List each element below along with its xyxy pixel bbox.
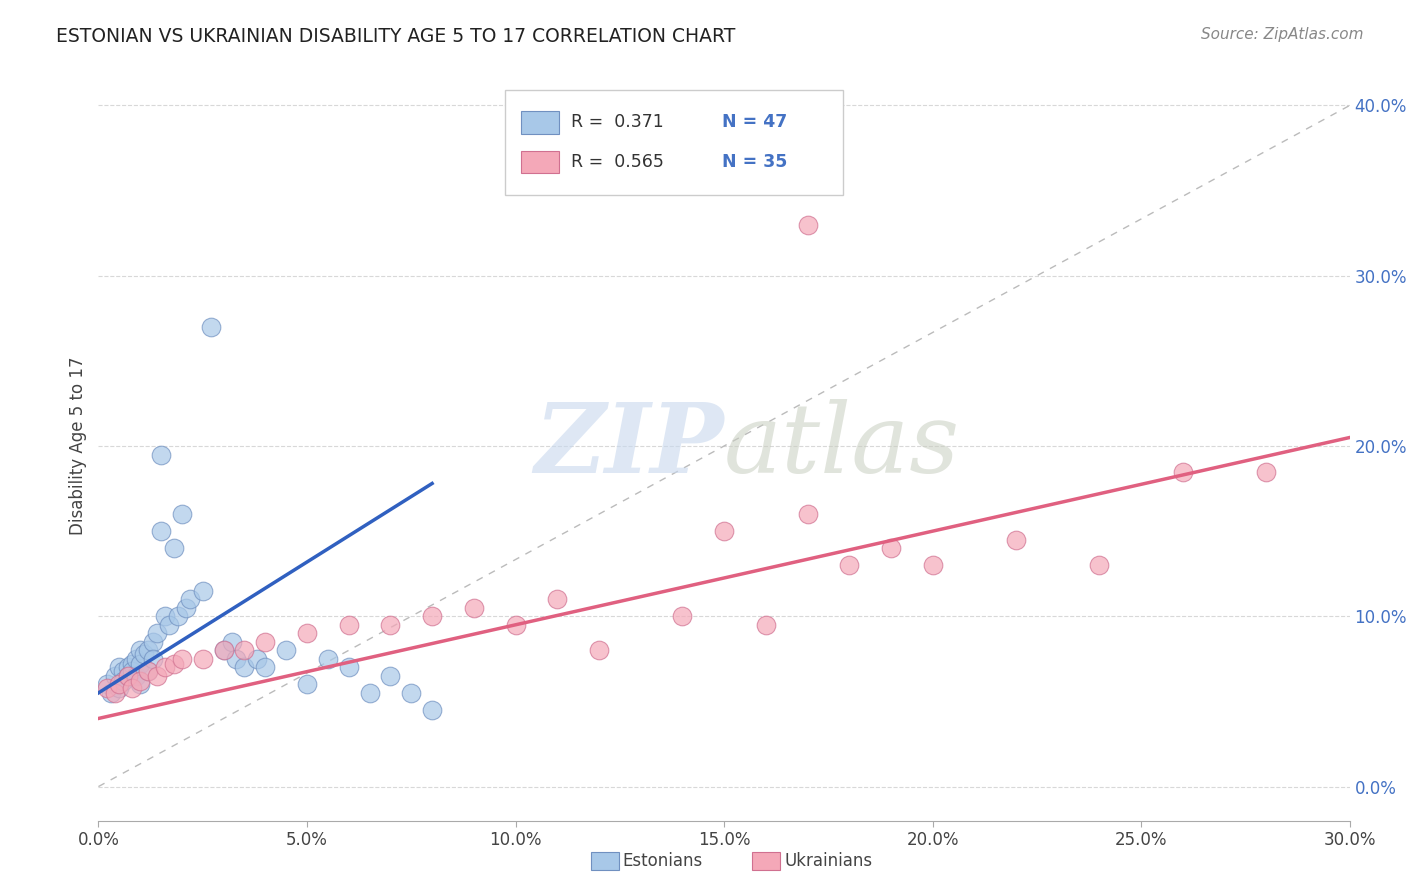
Point: [233, 643, 256, 657]
Point: [108, 681, 131, 695]
Point: [179, 592, 201, 607]
Point: [121, 657, 143, 671]
Point: [225, 652, 247, 666]
Point: [295, 677, 318, 691]
Text: N = 35: N = 35: [721, 153, 787, 171]
Point: [337, 617, 360, 632]
Text: R =  0.371: R = 0.371: [571, 113, 664, 131]
Point: [100, 686, 122, 700]
Point: [546, 592, 568, 607]
Point: [166, 609, 188, 624]
Point: [96, 677, 118, 691]
Point: [401, 686, 423, 700]
Point: [1256, 465, 1278, 479]
Text: ZIP: ZIP: [534, 399, 724, 493]
Point: [713, 524, 735, 538]
Point: [755, 617, 778, 632]
Point: [212, 643, 235, 657]
Point: [125, 652, 148, 666]
Text: Source: ZipAtlas.com: Source: ZipAtlas.com: [1201, 27, 1364, 42]
Point: [921, 558, 943, 573]
Point: [162, 541, 184, 556]
Point: [108, 660, 131, 674]
Point: [274, 643, 298, 657]
Point: [463, 600, 485, 615]
Point: [221, 635, 243, 649]
Point: [380, 617, 402, 632]
Y-axis label: Disability Age 5 to 17: Disability Age 5 to 17: [69, 357, 87, 535]
Point: [146, 626, 169, 640]
Point: [671, 609, 693, 624]
Point: [138, 664, 160, 678]
Point: [129, 643, 152, 657]
Point: [170, 652, 193, 666]
Point: [157, 617, 180, 632]
Point: [150, 524, 173, 538]
Point: [121, 681, 143, 695]
Text: Estonians: Estonians: [623, 852, 703, 870]
Point: [150, 448, 173, 462]
Point: [246, 652, 269, 666]
Point: [138, 664, 160, 678]
Point: [233, 660, 256, 674]
Point: [162, 657, 184, 671]
Point: [880, 541, 903, 556]
Text: atlas: atlas: [724, 399, 960, 493]
Point: [254, 635, 277, 649]
Text: N = 47: N = 47: [721, 113, 787, 131]
Point: [174, 600, 197, 615]
Point: [170, 507, 193, 521]
Point: [153, 660, 176, 674]
Point: [295, 626, 318, 640]
Point: [117, 669, 139, 683]
Point: [134, 647, 156, 661]
Point: [505, 617, 527, 632]
Point: [112, 673, 135, 688]
Text: R =  0.565: R = 0.565: [571, 153, 664, 171]
Point: [104, 686, 127, 700]
Point: [380, 669, 402, 683]
Point: [838, 558, 860, 573]
Point: [200, 319, 222, 334]
Point: [191, 583, 214, 598]
Point: [125, 669, 148, 683]
Point: [153, 609, 176, 624]
Point: [212, 643, 235, 657]
Point: [129, 677, 152, 691]
Point: [117, 669, 139, 683]
FancyBboxPatch shape: [522, 112, 560, 134]
FancyBboxPatch shape: [522, 151, 560, 173]
Point: [129, 673, 152, 688]
FancyBboxPatch shape: [505, 90, 844, 195]
Point: [108, 677, 131, 691]
Text: ESTONIAN VS UKRAINIAN DISABILITY AGE 5 TO 17 CORRELATION CHART: ESTONIAN VS UKRAINIAN DISABILITY AGE 5 T…: [56, 27, 735, 45]
Point: [96, 681, 118, 695]
Point: [420, 609, 443, 624]
Text: Ukrainians: Ukrainians: [785, 852, 873, 870]
Point: [337, 660, 360, 674]
Point: [796, 507, 818, 521]
Point: [1171, 465, 1194, 479]
Point: [191, 652, 214, 666]
Point: [142, 635, 165, 649]
Point: [588, 643, 610, 657]
Point: [142, 652, 165, 666]
Point: [254, 660, 277, 674]
Point: [121, 664, 143, 678]
Point: [420, 703, 443, 717]
Point: [359, 686, 381, 700]
Point: [112, 664, 135, 678]
Point: [117, 660, 139, 674]
Point: [796, 218, 818, 232]
Point: [104, 669, 127, 683]
Point: [138, 643, 160, 657]
Point: [1005, 533, 1028, 547]
Point: [316, 652, 339, 666]
Point: [1088, 558, 1111, 573]
Point: [146, 669, 169, 683]
Point: [129, 657, 152, 671]
